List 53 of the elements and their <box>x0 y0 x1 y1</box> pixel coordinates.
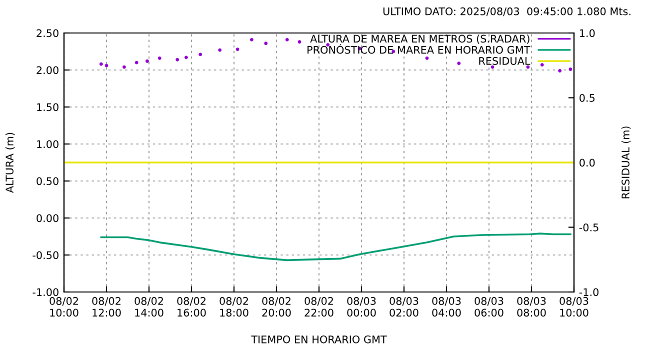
y2-axis-title: RESIDUAL (m) <box>621 126 631 198</box>
y-tick-label: 1.00 <box>37 140 58 148</box>
x-tick-label: 08/03 08:00 <box>517 297 546 317</box>
y-tick-label: 2.50 <box>36 29 58 38</box>
x-tick-label: 08/02 16:00 <box>177 297 206 317</box>
y2-tick-label: -0.5 <box>579 223 598 232</box>
y-tick-label: 2.00 <box>36 66 58 74</box>
point <box>184 56 188 60</box>
point <box>134 60 138 64</box>
y-tick-label: 1.50 <box>37 103 58 112</box>
y2-tick-label: 1.0 <box>580 29 595 38</box>
x-tick-label: 08/03 04:00 <box>432 297 461 317</box>
point <box>146 59 149 63</box>
point <box>425 56 429 60</box>
point <box>264 42 268 46</box>
y-axis-title: ALTURA (m) <box>5 132 15 193</box>
x-tick-label: 08/02 20:00 <box>262 297 291 317</box>
x-tick-label: 08/03 06:00 <box>474 297 504 317</box>
x-tick-label: 08/03 10:00 <box>560 297 588 317</box>
y-tick-label: -0.50 <box>32 251 58 260</box>
point <box>568 68 572 71</box>
point <box>236 48 240 51</box>
x-tick-label: 08/02 12:00 <box>92 297 121 317</box>
chart-title: ULTIMO DATO: 2025/08/03 09:45:00 1.080 Mts. <box>383 7 630 16</box>
x-tick-label: 08/02 22:00 <box>304 297 334 317</box>
point <box>457 62 461 66</box>
x-tick-label: 08/02 10:00 <box>50 297 78 317</box>
x-axis-title: TIEMPO EN HORARIO GMT <box>251 335 387 344</box>
legend-label: ALTURA DE MAREA EN METROS (S.RADAR) <box>310 34 530 44</box>
line-series <box>100 232 572 262</box>
legend-label: PRONÓSTICO DE MAREA EN HORARIO GMT <box>308 44 530 54</box>
point <box>285 38 289 42</box>
x-tick-label: 08/03 02:00 <box>390 297 418 317</box>
y2-tick-label: -1.0 <box>579 288 598 296</box>
x-tick-label: 08/02 18:00 <box>220 297 248 317</box>
point <box>158 56 162 60</box>
x-tick-label: 08/03 00:00 <box>347 297 376 317</box>
y2-tick-label: 0.5 <box>580 94 595 102</box>
y2-tick-label: 0.0 <box>580 158 595 167</box>
point <box>540 63 544 67</box>
y-tick-label: -1.00 <box>32 288 58 296</box>
y-tick-label: 0.00 <box>36 214 58 222</box>
point <box>250 38 254 42</box>
point <box>198 52 202 56</box>
point <box>122 65 126 69</box>
point <box>558 69 562 72</box>
point <box>99 62 103 66</box>
point <box>176 58 180 62</box>
point <box>298 40 302 44</box>
y-tick-label: 0.50 <box>36 177 58 186</box>
x-tick-label: 08/02 14:00 <box>134 297 164 317</box>
legend-label: RESIDUAL <box>479 57 530 65</box>
point <box>218 48 222 52</box>
